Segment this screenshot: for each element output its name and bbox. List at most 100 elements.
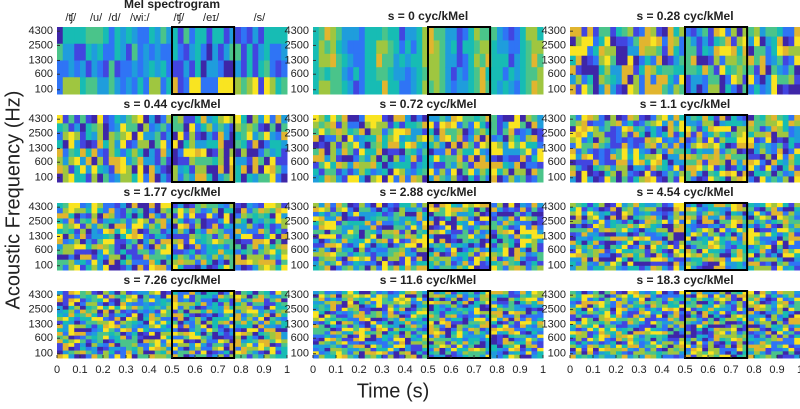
spectrogram-cell <box>777 207 783 212</box>
spectrogram-cell <box>365 248 371 253</box>
spectrogram-cell <box>480 54 486 68</box>
spectrogram-cell <box>394 155 400 162</box>
spectrogram-cell <box>218 343 224 347</box>
spectrogram-cell <box>497 221 503 226</box>
spectrogram-cell <box>207 339 213 343</box>
spectrogram-cell <box>86 265 92 271</box>
spectrogram-cell <box>399 122 405 129</box>
spectrogram-cell <box>365 266 371 271</box>
spectrogram-cell <box>253 260 259 266</box>
spectrogram-cell <box>184 295 190 299</box>
spectrogram-cell <box>605 241 611 246</box>
spectrogram-cell <box>63 218 69 224</box>
spectrogram-cell <box>520 142 526 149</box>
spectrogram-cell <box>405 67 411 81</box>
spectrogram-cell <box>599 121 605 127</box>
spectrogram-cell <box>394 81 400 95</box>
spectrogram-cell <box>376 27 382 41</box>
spectrogram-cell <box>184 306 190 310</box>
spectrogram-cell <box>80 306 86 310</box>
spectrogram-cell <box>434 311 440 315</box>
spectrogram-cell <box>668 207 674 212</box>
spectrogram-cell <box>253 295 259 299</box>
spectrogram-cell <box>86 328 92 332</box>
spectrogram-cell <box>97 265 103 271</box>
spectrogram-cell <box>622 211 628 216</box>
spectrogram-cell <box>149 61 155 78</box>
spectrogram-cell <box>411 175 417 182</box>
spectrogram-cell <box>115 343 121 347</box>
spectrogram-cell <box>247 234 253 240</box>
spectrogram-cell <box>184 328 190 332</box>
spectrogram-cell <box>92 302 98 306</box>
spectrogram-cell <box>514 149 520 156</box>
spectrogram-cell <box>491 115 497 122</box>
spectrogram-cell <box>503 81 509 95</box>
spectrogram-cell <box>399 304 405 308</box>
spectrogram-cell <box>633 143 639 149</box>
spectrogram-cell <box>138 165 144 174</box>
spectrogram-cell <box>241 354 247 358</box>
spectrogram-cell <box>57 260 63 266</box>
spectrogram-cell <box>668 149 674 155</box>
spectrogram-cell <box>235 249 241 255</box>
spectrogram-cell <box>491 40 497 54</box>
spectrogram-cell <box>264 208 270 214</box>
spectrogram-cell <box>336 149 342 156</box>
spectrogram-cell <box>748 160 754 166</box>
spectrogram-cell <box>754 115 760 121</box>
spectrogram-cell <box>103 115 109 124</box>
spectrogram-cell <box>336 216 342 221</box>
spectrogram-cell <box>468 221 474 226</box>
spectrogram-cell <box>264 244 270 250</box>
spectrogram-cell <box>789 171 795 177</box>
spectrogram-cell <box>616 211 622 216</box>
spectrogram-cell <box>526 207 532 212</box>
spectrogram-cell <box>509 175 515 182</box>
spectrogram-cell <box>63 208 69 214</box>
spectrogram-cell <box>451 248 457 253</box>
spectrogram-cell <box>371 230 377 235</box>
spectrogram-cell <box>570 149 576 155</box>
spectrogram-cell <box>599 160 605 166</box>
spectrogram-cell <box>330 243 336 248</box>
spectrogram-cell <box>411 257 417 262</box>
spectrogram-cell <box>766 132 772 138</box>
spectrogram-cell <box>777 211 783 216</box>
spectrogram-cell <box>605 232 611 237</box>
spectrogram-cell <box>63 291 69 295</box>
spectrogram-cell <box>691 75 697 85</box>
spectrogram-cell <box>651 121 657 127</box>
spectrogram-cell <box>766 46 772 56</box>
spectrogram-cell <box>514 203 520 208</box>
spectrogram-cell <box>691 132 697 138</box>
spectrogram-cell <box>330 335 336 339</box>
spectrogram-cell <box>576 224 582 229</box>
spectrogram-cell <box>336 239 342 244</box>
spectrogram-cell <box>760 211 766 216</box>
spectrogram-cell <box>783 126 789 132</box>
spectrogram-cell <box>405 318 411 322</box>
spectrogram-cell <box>691 237 697 242</box>
spectrogram-cell <box>457 248 463 253</box>
spectrogram-cell <box>760 266 766 271</box>
spectrogram-cell <box>143 149 149 158</box>
spectrogram-cell <box>532 230 538 235</box>
spectrogram-cell <box>440 248 446 253</box>
spectrogram-cell <box>342 304 348 308</box>
spectrogram-cell <box>725 171 731 177</box>
spectrogram-cell <box>514 221 520 226</box>
spectrogram-cell <box>218 328 224 332</box>
spectrogram-cell <box>451 239 457 244</box>
spectrogram-cell <box>103 149 109 158</box>
spectrogram-cell <box>126 165 132 174</box>
spectrogram-cell <box>480 230 486 235</box>
spectrogram-cell <box>376 325 382 329</box>
spectrogram-cell <box>526 40 532 54</box>
spectrogram-cell <box>463 169 469 176</box>
spectrogram-cell <box>783 115 789 121</box>
spectrogram-cell <box>411 335 417 339</box>
spectrogram-cell <box>319 318 325 322</box>
spectrogram-cell <box>270 44 276 61</box>
spectrogram-cell <box>336 162 342 169</box>
